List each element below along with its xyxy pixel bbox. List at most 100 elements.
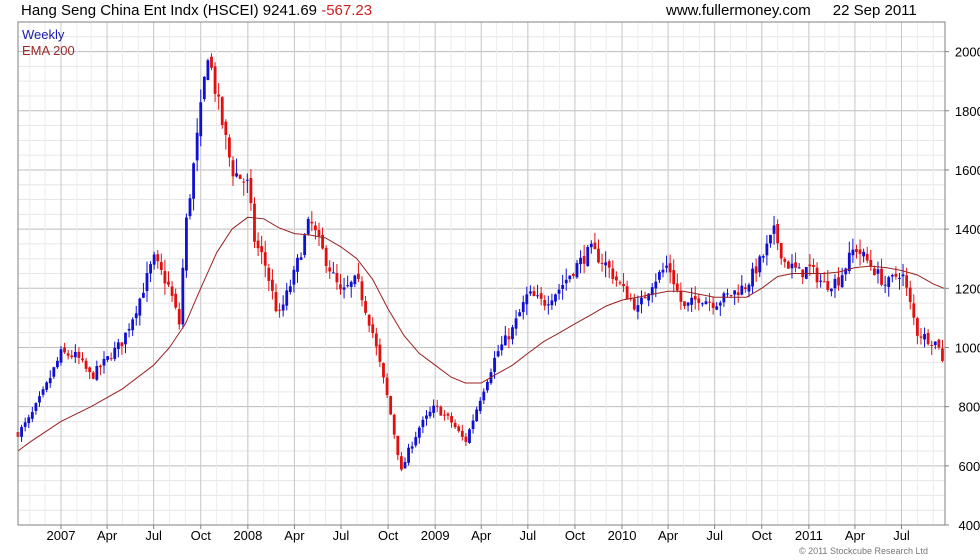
legend: Weekly EMA 200 <box>22 27 75 59</box>
site-link[interactable]: www.fullermoney.com <box>666 2 811 19</box>
candle <box>865 246 869 264</box>
candle <box>392 413 396 439</box>
y-axis: 4000 6000 8000 10000 12000 14000 16000 18000 200… <box>945 45 980 533</box>
candle <box>485 379 489 393</box>
legend-ema-200: EMA 200 <box>22 43 75 58</box>
candle <box>228 134 231 167</box>
candle <box>747 282 751 298</box>
candle <box>743 283 747 293</box>
index-title: Hang Seng China Ent Indx (HSCEI) <box>21 2 259 19</box>
candle <box>514 310 518 336</box>
candle <box>59 345 63 366</box>
candle <box>833 274 837 298</box>
candle <box>468 428 471 444</box>
candle <box>661 262 665 278</box>
candle <box>45 381 49 393</box>
candle <box>618 280 622 286</box>
candle <box>142 282 145 299</box>
candle <box>475 406 479 422</box>
candle <box>23 417 27 432</box>
candle <box>396 435 400 461</box>
candle <box>464 432 468 446</box>
candle <box>328 260 332 279</box>
candle <box>926 329 930 346</box>
candle <box>478 397 482 414</box>
x-tick-label: 2010 <box>608 528 637 543</box>
candle <box>428 406 432 419</box>
candle <box>285 282 289 311</box>
candle <box>543 295 547 311</box>
x-tick-label: 2009 <box>421 528 450 543</box>
candle <box>765 235 769 266</box>
candle <box>779 242 783 265</box>
candle <box>88 366 92 379</box>
candle <box>177 302 181 330</box>
candle <box>314 221 317 240</box>
y-tick-label: 10000 <box>955 340 980 355</box>
candle <box>167 271 170 287</box>
candle <box>238 174 242 180</box>
x-tick-label: Oct <box>191 528 212 543</box>
candle <box>371 317 375 339</box>
candle <box>52 366 56 380</box>
candle <box>564 268 568 291</box>
candle <box>597 239 600 264</box>
x-tick-label: 2008 <box>233 528 262 543</box>
candle <box>915 316 919 345</box>
x-tick-label: Apr <box>658 528 679 543</box>
candle <box>134 305 138 326</box>
candle <box>450 412 453 428</box>
candle <box>482 388 486 405</box>
candle <box>310 211 314 232</box>
candle <box>801 269 805 284</box>
candle <box>536 284 539 299</box>
candle <box>919 327 923 345</box>
candle <box>496 344 500 358</box>
candle <box>357 262 360 283</box>
candle <box>303 233 307 258</box>
candle <box>163 259 167 295</box>
candle <box>528 285 532 296</box>
candle <box>711 296 715 315</box>
candle <box>27 414 31 429</box>
candle <box>532 286 536 297</box>
candle <box>188 194 192 220</box>
candle <box>855 244 858 259</box>
y-tick-label: 14000 <box>955 222 980 237</box>
candle <box>790 254 794 279</box>
candle <box>281 295 285 317</box>
candle <box>38 391 41 407</box>
candle <box>894 266 898 280</box>
price-change: -567.23 <box>321 2 373 19</box>
candle <box>364 296 367 316</box>
candle <box>471 414 475 434</box>
candle <box>686 302 690 312</box>
y-tick-label: 6000 <box>959 459 980 474</box>
candle <box>808 254 812 276</box>
candle <box>432 399 436 418</box>
candle <box>278 303 281 318</box>
candle <box>335 263 339 290</box>
candle <box>546 295 550 315</box>
candle <box>507 327 511 349</box>
candle <box>593 232 597 250</box>
candle <box>149 261 152 283</box>
candle <box>786 260 790 269</box>
candle <box>414 431 418 448</box>
candle <box>521 295 525 320</box>
candle <box>883 275 887 293</box>
candle <box>582 244 586 274</box>
candle <box>425 410 428 426</box>
candle <box>718 300 722 316</box>
candle <box>629 293 633 302</box>
candle <box>636 295 640 320</box>
candle <box>443 410 446 421</box>
candle <box>84 357 88 373</box>
candle <box>382 362 385 384</box>
candle <box>890 273 894 283</box>
candle <box>579 250 582 274</box>
candle <box>131 317 135 336</box>
candle <box>933 341 937 350</box>
candle <box>435 399 439 413</box>
